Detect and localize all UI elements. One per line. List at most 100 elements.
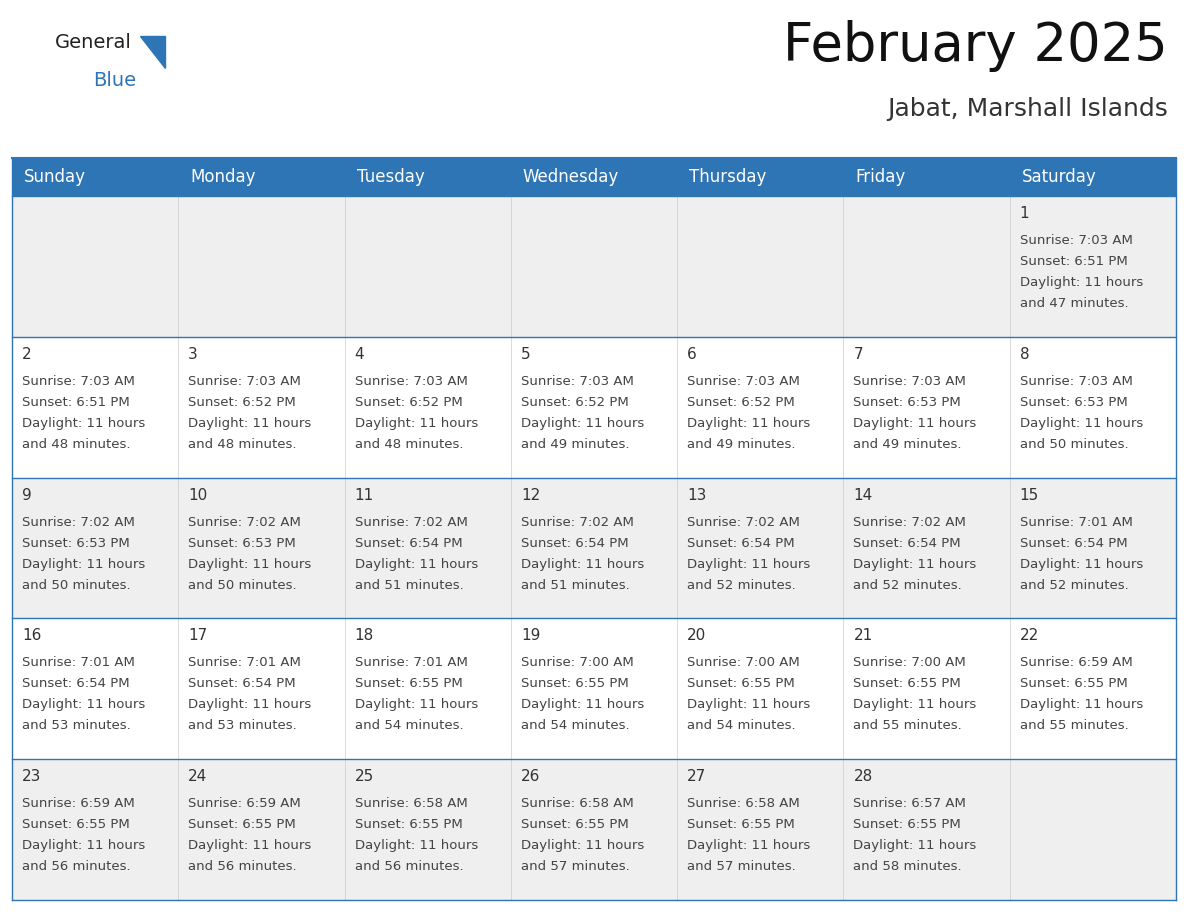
Text: Sunrise: 6:58 AM: Sunrise: 6:58 AM — [354, 797, 467, 811]
Text: 18: 18 — [354, 629, 374, 644]
Bar — [12, 158, 1176, 196]
Text: 10: 10 — [188, 487, 208, 502]
Text: Daylight: 11 hours: Daylight: 11 hours — [354, 839, 478, 852]
Text: 22: 22 — [1019, 629, 1040, 644]
Text: and 56 minutes.: and 56 minutes. — [354, 860, 463, 873]
Text: Sunset: 6:55 PM: Sunset: 6:55 PM — [520, 677, 628, 690]
Text: 2: 2 — [23, 347, 32, 362]
Text: 12: 12 — [520, 487, 541, 502]
Text: and 54 minutes.: and 54 minutes. — [520, 720, 630, 733]
Text: Sunrise: 7:03 AM: Sunrise: 7:03 AM — [1019, 234, 1132, 247]
Text: 25: 25 — [354, 769, 374, 784]
Text: and 53 minutes.: and 53 minutes. — [188, 720, 297, 733]
Bar — [12, 477, 1176, 619]
Text: Daylight: 11 hours: Daylight: 11 hours — [1019, 276, 1143, 289]
Text: and 53 minutes.: and 53 minutes. — [23, 720, 131, 733]
Text: Sunrise: 7:03 AM: Sunrise: 7:03 AM — [354, 375, 467, 387]
Text: and 48 minutes.: and 48 minutes. — [354, 438, 463, 451]
Text: 26: 26 — [520, 769, 541, 784]
Text: Daylight: 11 hours: Daylight: 11 hours — [1019, 557, 1143, 571]
Text: 8: 8 — [1019, 347, 1029, 362]
Text: 11: 11 — [354, 487, 374, 502]
Text: Daylight: 11 hours: Daylight: 11 hours — [853, 699, 977, 711]
Text: and 49 minutes.: and 49 minutes. — [853, 438, 962, 451]
Bar — [12, 196, 1176, 337]
Text: Sunrise: 7:00 AM: Sunrise: 7:00 AM — [520, 656, 633, 669]
Text: and 48 minutes.: and 48 minutes. — [23, 438, 131, 451]
Text: Thursday: Thursday — [689, 168, 766, 186]
Text: Sunrise: 6:59 AM: Sunrise: 6:59 AM — [188, 797, 301, 811]
Text: 19: 19 — [520, 629, 541, 644]
Text: and 52 minutes.: and 52 minutes. — [1019, 578, 1129, 591]
Text: Sunrise: 7:03 AM: Sunrise: 7:03 AM — [687, 375, 800, 387]
Text: February 2025: February 2025 — [783, 20, 1168, 72]
Text: 17: 17 — [188, 629, 208, 644]
Text: 9: 9 — [23, 487, 32, 502]
Text: Sunrise: 7:00 AM: Sunrise: 7:00 AM — [687, 656, 800, 669]
Text: Sunrise: 6:59 AM: Sunrise: 6:59 AM — [23, 797, 134, 811]
Text: Sunrise: 7:02 AM: Sunrise: 7:02 AM — [23, 516, 135, 529]
Text: Daylight: 11 hours: Daylight: 11 hours — [354, 557, 478, 571]
Text: and 50 minutes.: and 50 minutes. — [188, 578, 297, 591]
Text: Daylight: 11 hours: Daylight: 11 hours — [687, 417, 810, 430]
Text: Daylight: 11 hours: Daylight: 11 hours — [687, 839, 810, 852]
Text: Sunrise: 7:03 AM: Sunrise: 7:03 AM — [188, 375, 302, 387]
Text: Sunset: 6:54 PM: Sunset: 6:54 PM — [188, 677, 296, 690]
Text: Sunrise: 6:58 AM: Sunrise: 6:58 AM — [520, 797, 633, 811]
Text: Sunset: 6:51 PM: Sunset: 6:51 PM — [1019, 255, 1127, 268]
Text: and 56 minutes.: and 56 minutes. — [23, 860, 131, 873]
Text: Sunset: 6:55 PM: Sunset: 6:55 PM — [687, 818, 795, 831]
Text: and 55 minutes.: and 55 minutes. — [853, 720, 962, 733]
Text: Daylight: 11 hours: Daylight: 11 hours — [354, 417, 478, 430]
Text: and 51 minutes.: and 51 minutes. — [354, 578, 463, 591]
Text: Sunset: 6:52 PM: Sunset: 6:52 PM — [188, 396, 296, 409]
Text: Blue: Blue — [93, 71, 137, 90]
Text: Daylight: 11 hours: Daylight: 11 hours — [1019, 699, 1143, 711]
Text: Sunrise: 7:01 AM: Sunrise: 7:01 AM — [354, 656, 467, 669]
Text: Sunset: 6:51 PM: Sunset: 6:51 PM — [23, 396, 129, 409]
Text: Tuesday: Tuesday — [356, 168, 424, 186]
Text: 20: 20 — [687, 629, 707, 644]
Text: Sunrise: 7:01 AM: Sunrise: 7:01 AM — [23, 656, 135, 669]
Text: and 57 minutes.: and 57 minutes. — [520, 860, 630, 873]
Text: Sunrise: 7:01 AM: Sunrise: 7:01 AM — [188, 656, 302, 669]
Text: Daylight: 11 hours: Daylight: 11 hours — [853, 417, 977, 430]
Text: and 49 minutes.: and 49 minutes. — [520, 438, 630, 451]
Text: Daylight: 11 hours: Daylight: 11 hours — [1019, 417, 1143, 430]
Text: and 48 minutes.: and 48 minutes. — [188, 438, 297, 451]
Text: 28: 28 — [853, 769, 873, 784]
Text: Sunset: 6:53 PM: Sunset: 6:53 PM — [1019, 396, 1127, 409]
Text: Sunset: 6:52 PM: Sunset: 6:52 PM — [687, 396, 795, 409]
Text: Daylight: 11 hours: Daylight: 11 hours — [520, 417, 644, 430]
Text: Daylight: 11 hours: Daylight: 11 hours — [853, 557, 977, 571]
Text: 14: 14 — [853, 487, 873, 502]
Text: and 51 minutes.: and 51 minutes. — [520, 578, 630, 591]
Text: and 50 minutes.: and 50 minutes. — [23, 578, 131, 591]
Text: and 54 minutes.: and 54 minutes. — [354, 720, 463, 733]
Text: 23: 23 — [23, 769, 42, 784]
Text: Sunrise: 6:57 AM: Sunrise: 6:57 AM — [853, 797, 966, 811]
Text: Sunrise: 6:58 AM: Sunrise: 6:58 AM — [687, 797, 800, 811]
Text: Sunset: 6:54 PM: Sunset: 6:54 PM — [1019, 537, 1127, 550]
Text: Sunrise: 7:02 AM: Sunrise: 7:02 AM — [188, 516, 302, 529]
Text: and 52 minutes.: and 52 minutes. — [853, 578, 962, 591]
Text: Sunset: 6:53 PM: Sunset: 6:53 PM — [23, 537, 129, 550]
Text: 4: 4 — [354, 347, 365, 362]
Text: Sunrise: 6:59 AM: Sunrise: 6:59 AM — [1019, 656, 1132, 669]
Text: Sunrise: 7:02 AM: Sunrise: 7:02 AM — [520, 516, 633, 529]
Text: Sunset: 6:52 PM: Sunset: 6:52 PM — [520, 396, 628, 409]
Text: and 55 minutes.: and 55 minutes. — [1019, 720, 1129, 733]
Text: Jabat, Marshall Islands: Jabat, Marshall Islands — [887, 97, 1168, 121]
Polygon shape — [140, 36, 165, 68]
Text: Daylight: 11 hours: Daylight: 11 hours — [23, 699, 145, 711]
Text: Sunrise: 7:01 AM: Sunrise: 7:01 AM — [1019, 516, 1132, 529]
Text: 27: 27 — [687, 769, 707, 784]
Text: 1: 1 — [1019, 206, 1029, 221]
Text: Daylight: 11 hours: Daylight: 11 hours — [520, 839, 644, 852]
Text: Friday: Friday — [855, 168, 905, 186]
Text: Sunrise: 7:02 AM: Sunrise: 7:02 AM — [687, 516, 800, 529]
Text: Daylight: 11 hours: Daylight: 11 hours — [687, 557, 810, 571]
Text: 7: 7 — [853, 347, 862, 362]
Text: Sunset: 6:54 PM: Sunset: 6:54 PM — [23, 677, 129, 690]
Text: Daylight: 11 hours: Daylight: 11 hours — [188, 839, 311, 852]
